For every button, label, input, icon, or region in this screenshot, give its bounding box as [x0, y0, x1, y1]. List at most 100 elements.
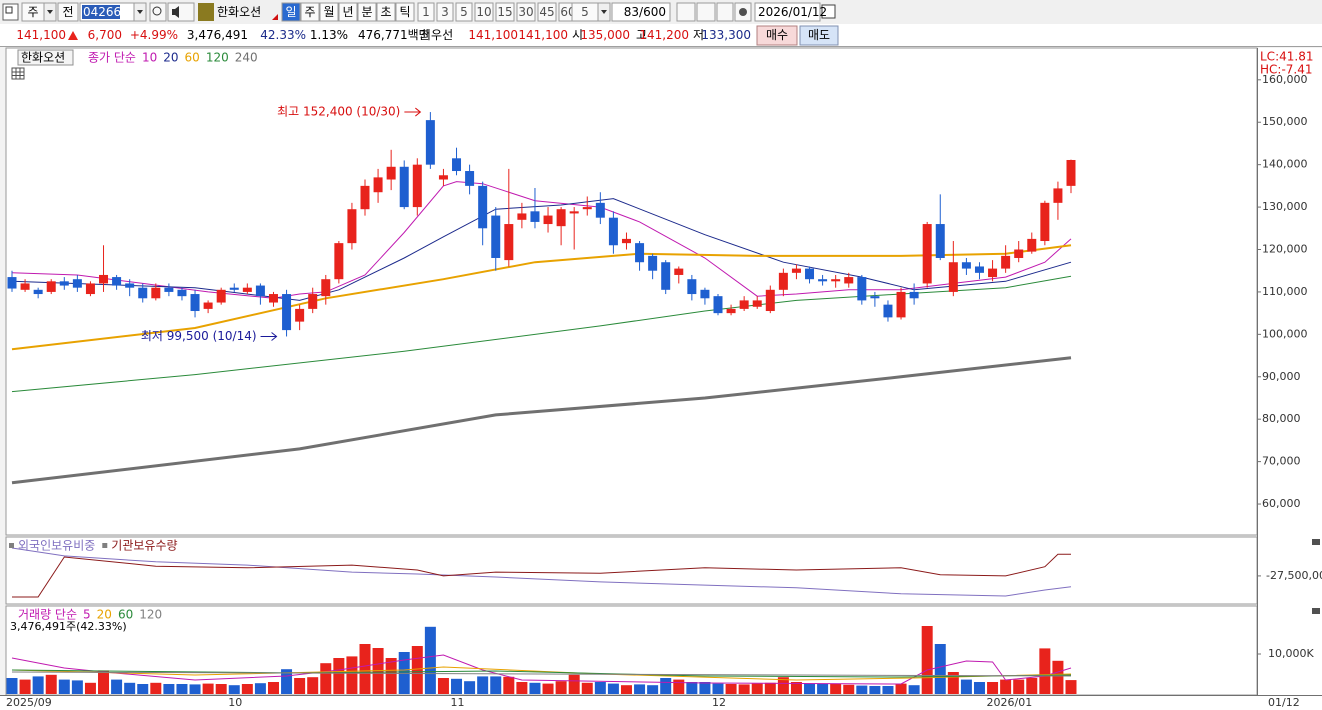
candle-body — [778, 272, 788, 290]
save-button[interactable] — [716, 2, 734, 22]
candle-body — [465, 171, 475, 186]
volume-bar — [751, 683, 763, 694]
tool-button[interactable] — [676, 2, 696, 22]
candle-body — [818, 279, 828, 282]
volume-bar — [830, 683, 842, 694]
candle-body — [412, 164, 422, 208]
candle-body — [909, 291, 919, 299]
candle-body — [844, 277, 854, 284]
count-select-label: 5 — [581, 5, 589, 19]
candle-body — [700, 289, 710, 299]
tool-button[interactable] — [696, 2, 716, 22]
date-field-label: 2026/01/12 — [758, 5, 827, 19]
calendar-button[interactable] — [821, 4, 836, 19]
candle-body — [831, 279, 841, 282]
period-button[interactable] — [395, 2, 415, 22]
volume-bar — [725, 684, 737, 694]
sound-button[interactable] — [167, 2, 195, 22]
price-change: 6,700 — [88, 28, 122, 42]
interval-button[interactable] — [455, 2, 473, 22]
candle-body — [386, 166, 396, 180]
volume-bar — [189, 684, 201, 694]
legend-marker — [102, 543, 108, 548]
current-date: 01/12 — [1268, 696, 1300, 709]
candle-body — [687, 279, 697, 295]
settings-glyph — [739, 8, 747, 16]
candle-body — [452, 158, 462, 172]
candle-body — [112, 277, 122, 286]
legend-stock: 한화오션 — [21, 51, 65, 65]
period-button-label: 월 — [323, 5, 334, 19]
volume-bar — [111, 679, 123, 694]
volume-bar — [960, 679, 972, 694]
sell-button[interactable] — [799, 25, 839, 46]
period-button[interactable] — [319, 2, 339, 22]
period-button[interactable] — [281, 2, 301, 22]
volume-bar — [529, 682, 541, 694]
candle-body — [739, 300, 749, 309]
candle-body — [229, 287, 239, 290]
volume-bar — [581, 682, 593, 694]
candle-body — [504, 224, 514, 261]
range-field[interactable] — [611, 2, 671, 22]
table-icon[interactable] — [11, 67, 25, 80]
volume-bar — [411, 646, 423, 694]
credit-icon[interactable] — [198, 3, 214, 21]
period-button[interactable] — [357, 2, 377, 22]
volume-bar — [895, 683, 907, 694]
volume-bar — [973, 682, 985, 694]
interval-button-label: 30 — [518, 5, 533, 19]
interval-button[interactable] — [436, 2, 454, 22]
y-tick-label: 70,000 — [1262, 455, 1301, 468]
date-field[interactable] — [754, 2, 821, 22]
ownership-panel — [5, 536, 1258, 605]
candle-body — [556, 209, 566, 227]
volume-value-label: 3,476,491주(42.33%) — [10, 620, 127, 633]
candle-body — [125, 283, 135, 288]
candle-body — [203, 302, 213, 309]
period-button[interactable] — [338, 2, 358, 22]
trade-amount: 476,771백만 — [358, 28, 430, 42]
interval-button[interactable] — [474, 2, 494, 22]
volume-bar — [359, 644, 371, 694]
volume-bar — [686, 682, 698, 694]
candle-body — [151, 287, 161, 299]
x-tick-label: 11 — [451, 696, 465, 709]
candle-body — [870, 296, 880, 299]
panel-collapse[interactable] — [1312, 539, 1320, 545]
search-button[interactable] — [149, 2, 167, 22]
high-label: 고 — [636, 28, 647, 42]
interval-button[interactable] — [537, 2, 557, 22]
candle-body — [59, 281, 69, 286]
menu-icon[interactable] — [2, 3, 19, 21]
line-series — [11, 356, 1072, 485]
legend-stock-box — [17, 49, 74, 66]
interval-button-label: 10 — [476, 5, 491, 19]
interval-button-label: 45 — [539, 5, 554, 19]
buy-button[interactable] — [756, 25, 798, 46]
candle-body — [543, 215, 553, 225]
period-button-label: 초 — [380, 5, 391, 19]
interval-button[interactable] — [516, 2, 536, 22]
volume-bar — [921, 626, 933, 694]
scope-button[interactable] — [57, 2, 79, 22]
candle-body — [268, 294, 278, 303]
candle-body — [752, 300, 762, 307]
volume-bar — [84, 682, 96, 694]
period-button[interactable] — [300, 2, 320, 22]
volume-bar — [477, 676, 489, 694]
y-tick-label: 160,000 — [1262, 73, 1308, 86]
volume-bar — [882, 686, 894, 694]
panel-collapse[interactable] — [1312, 608, 1320, 614]
volume-bar — [555, 681, 567, 694]
interval-button[interactable] — [417, 2, 435, 22]
interval-button-label: 5 — [460, 5, 468, 19]
y-tick-label: 100,000 — [1262, 327, 1308, 340]
period-button[interactable] — [376, 2, 396, 22]
x-tick-label: 10 — [228, 696, 242, 709]
volume-bar — [634, 684, 646, 694]
volume-bar — [6, 678, 18, 694]
volume-bar — [594, 682, 606, 694]
interval-button-label: 1 — [422, 5, 430, 19]
interval-button[interactable] — [495, 2, 515, 22]
